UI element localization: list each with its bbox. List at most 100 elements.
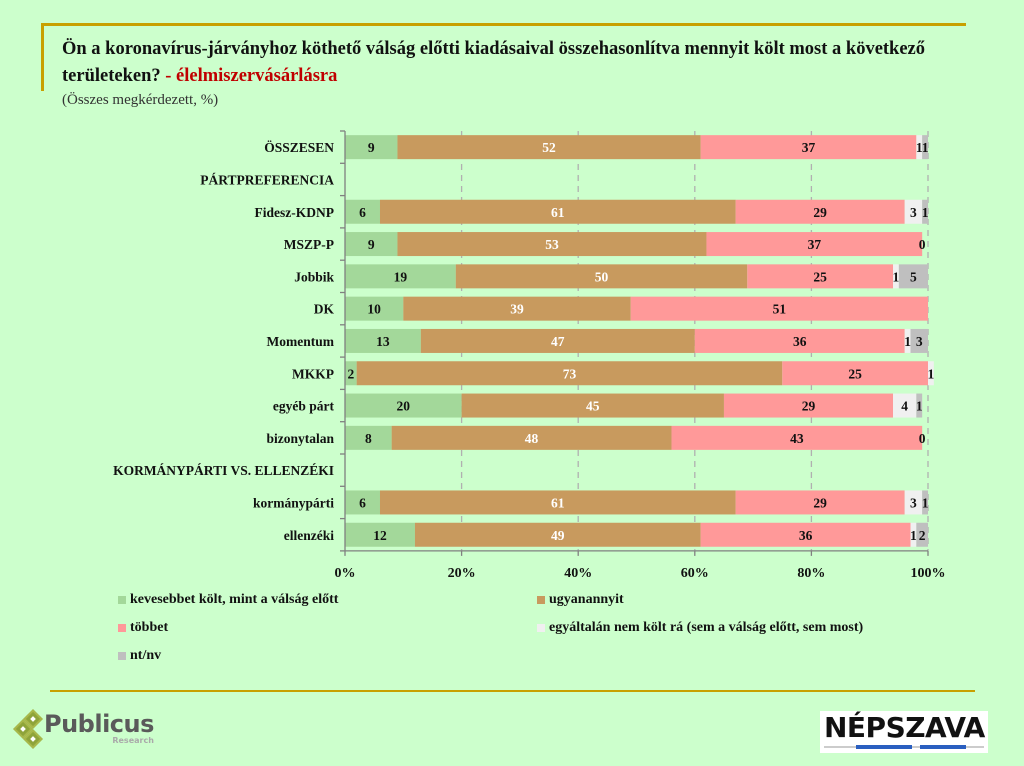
bar-segment [671,425,923,450]
bar-segment [379,199,736,224]
data-label: 47 [551,334,565,349]
bar-segment [706,232,923,257]
x-tick-label: 20% [448,566,476,581]
publicus-sub: Research [112,735,154,745]
data-label: 45 [586,399,600,414]
data-label: 1 [910,528,917,543]
bar-segment [345,393,462,418]
nepszava-tag [920,745,966,749]
stacked-bar-chart: ÖSSZESEN 9 52 37 1 1PÁRTPREFERENCIAFidesz-KDN… [113,130,946,581]
bar-segment [922,135,928,160]
bar-segment [397,135,701,160]
legend-label: többet [130,620,169,635]
category-label: KORMÁNYPÁRTI VS. ELLENZÉKI [113,463,334,478]
legend-swatch [118,624,126,632]
data-label: 48 [525,431,539,446]
data-label: 0 [919,431,926,446]
data-label: 61 [551,495,565,510]
title-main: Ön a koronavírus-járványhoz köthető váls… [62,39,926,86]
data-label: 3 [910,495,917,510]
category-label: Fidesz-KDNP [255,205,334,220]
bar-segment [735,490,905,515]
nepszava-name: NÉPSZAVA [824,711,985,744]
publicus-diamonds-icon [13,709,44,749]
category-label: bizonytalan [266,431,334,446]
data-label: 25 [813,269,827,284]
data-label: 37 [802,140,816,155]
bar-segment [345,232,398,257]
data-label: 0 [919,237,926,252]
category-label: kormánypárti [253,495,334,510]
data-label: 29 [802,399,816,414]
bar-segment [893,393,917,418]
bar-segment [420,328,695,353]
bar-segment [630,296,928,321]
data-label: 1 [893,269,900,284]
bar-segment [782,361,928,386]
bar-segment [910,522,917,547]
bar-segment [414,522,701,547]
data-label: 3 [916,334,923,349]
data-label: 8 [365,431,372,446]
legend-item-ntnv: nt/nv [118,648,161,664]
legend-label: kevesebbet költ, mint a válság előtt [130,592,339,607]
data-label: 37 [808,237,822,252]
bar-segment [904,199,923,224]
bar-segment [928,361,934,386]
data-label: 61 [551,205,565,220]
category-label: ellenzéki [284,528,334,543]
publicus-name: Publicus [44,709,154,738]
bar-segment [345,425,392,450]
bar-segment [904,328,911,353]
data-label: 6 [359,205,366,220]
nepszava-tag [856,745,912,749]
data-label: 36 [799,528,813,543]
data-label: 43 [790,431,804,446]
bar-segment [345,522,415,547]
left-accent-line [41,23,44,91]
data-label: 1 [928,366,935,381]
data-label: 2 [347,366,354,381]
bar-segment [922,490,928,515]
data-label: 1 [904,334,911,349]
bar-segment [345,361,357,386]
legend-item-tobbet: többet [118,620,168,636]
data-label: 53 [545,237,559,252]
x-tick-label: 0% [335,566,356,581]
x-tick-label: 40% [564,566,592,581]
bottom-accent-line [50,690,975,692]
data-label: 10 [367,302,381,317]
category-label: DK [314,302,335,317]
data-label: 12 [373,528,387,543]
category-label: egyéb párt [273,399,335,414]
title-accent: - élelmiszervásárlásra [160,66,338,86]
data-label: 6 [359,495,366,510]
bar-segment [700,135,917,160]
data-label: 1 [922,205,929,220]
bar-segment [397,232,707,257]
x-tick-label: 80% [797,566,825,581]
data-label: 1 [922,140,929,155]
nepszava-logo: NÉPSZAVA [820,711,988,753]
data-label: 29 [813,205,827,220]
bar-segment [345,264,456,289]
data-label: 39 [510,302,524,317]
legend-swatch [537,596,545,604]
category-label: Jobbik [294,269,334,284]
chart-title: Ön a koronavírus-járványhoz köthető váls… [62,36,962,90]
legend-swatch [118,596,126,604]
bar-segment [356,361,783,386]
legend-label: egyáltalán nem költ rá (sem a válság elő… [549,620,864,635]
bar-segment [403,296,631,321]
data-label: 5 [910,269,917,284]
legend-label: ugyanannyit [549,592,624,607]
chart-subtitle: (Összes megkérdezett, %) [62,92,219,108]
legend-swatch [537,624,545,632]
category-label: ÖSSZESEN [264,140,334,155]
publicus-logo: Publicus Research [13,709,154,749]
top-accent-line [41,23,966,26]
bar-segment [345,135,398,160]
data-label: 9 [368,140,375,155]
bar-segment [345,328,421,353]
data-label: 13 [376,334,390,349]
